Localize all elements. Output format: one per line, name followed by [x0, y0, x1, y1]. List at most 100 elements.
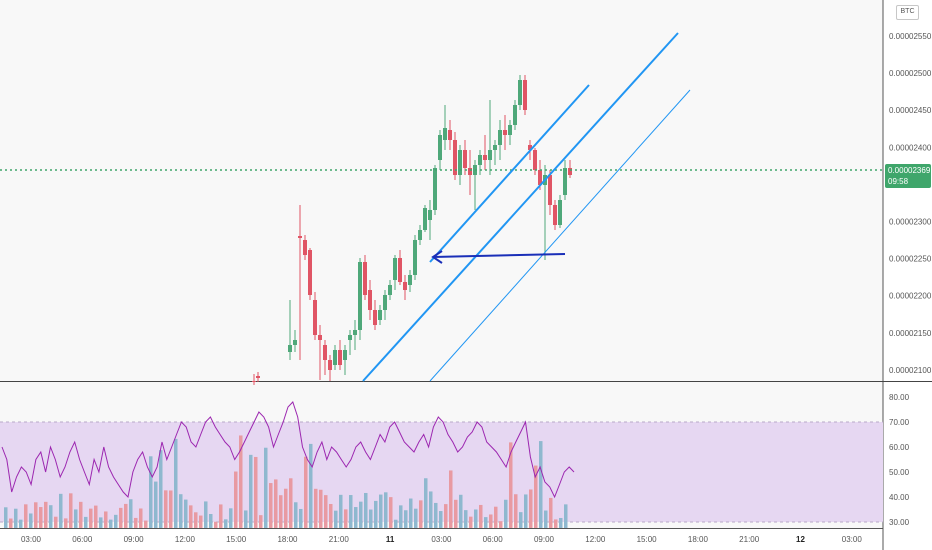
volume-bar	[414, 508, 418, 528]
candle-body	[252, 381, 256, 382]
rsi-tick-label: 80.00	[889, 393, 910, 402]
candle-body	[508, 125, 512, 135]
time-tick-label: 15:00	[637, 535, 658, 544]
volume-bar	[89, 508, 93, 528]
candle-body	[463, 150, 467, 168]
bar-countdown: 09:58	[888, 177, 909, 186]
volume-bar	[469, 516, 473, 528]
rsi-band	[0, 422, 883, 522]
time-tick-label: 03:00	[842, 535, 863, 544]
volume-bar	[274, 479, 278, 528]
volume-bar	[374, 500, 378, 528]
rsi-axis-labels: 80.00 70.00 60.00 50.00 40.00 30.00	[889, 393, 910, 527]
time-axis-panel[interactable]	[0, 528, 883, 550]
volume-bar	[249, 454, 253, 528]
volume-bar	[9, 518, 13, 528]
volume-bar	[74, 509, 78, 528]
volume-bar	[424, 478, 428, 528]
volume-bar	[524, 494, 528, 528]
candle-body	[288, 345, 292, 352]
volume-bar	[464, 510, 468, 528]
price-tick-label: 0.00002150	[889, 329, 932, 338]
candle-body	[563, 168, 567, 195]
candle-body	[328, 360, 332, 370]
candle-body	[428, 210, 432, 220]
volume-bar	[404, 510, 408, 528]
volume-bar	[544, 510, 548, 528]
volume-bar	[19, 519, 23, 528]
channel-lower-line[interactable]	[429, 89, 691, 382]
candle-body	[548, 175, 552, 205]
volume-bar	[199, 515, 203, 528]
time-tick-label: 11	[386, 535, 395, 544]
volume-bar	[309, 443, 313, 528]
volume-bar	[344, 509, 348, 528]
candle-body	[343, 350, 347, 360]
time-tick-label: 18:00	[277, 535, 298, 544]
time-tick-label: 03:00	[21, 535, 42, 544]
volume-bar	[384, 492, 388, 528]
candle-body	[398, 258, 402, 282]
volume-bar	[399, 505, 403, 528]
candle-body	[298, 236, 302, 238]
volume-bar	[139, 508, 143, 528]
channel-upper-line[interactable]	[429, 84, 590, 263]
price-axis-panel[interactable]	[883, 0, 932, 550]
volume-bar	[214, 521, 218, 528]
horizontal-arrow-drawing[interactable]	[431, 250, 566, 264]
candle-body	[368, 290, 372, 310]
time-tick-label: 09:00	[124, 535, 145, 544]
time-tick-label: 21:00	[739, 535, 760, 544]
volume-bar	[124, 503, 128, 528]
volume-bar	[204, 501, 208, 528]
volume-bar	[459, 494, 463, 528]
volume-bar	[279, 495, 283, 528]
candle-body	[528, 145, 532, 150]
volume-bar	[259, 515, 263, 528]
volume-bar	[49, 505, 53, 528]
rsi-tick-label: 60.00	[889, 443, 910, 452]
volume-bar	[69, 493, 73, 528]
volume-bar	[519, 512, 523, 528]
candle-body	[418, 230, 422, 240]
arrow-line[interactable]	[432, 253, 566, 258]
time-tick-label: 21:00	[329, 535, 350, 544]
volume-bar	[339, 494, 343, 528]
volume-bar	[174, 438, 178, 528]
volume-bar	[359, 501, 363, 528]
volume-bar	[444, 504, 448, 528]
volume-bar	[39, 507, 43, 528]
volume-bar	[394, 519, 398, 528]
time-tick-label: 18:00	[688, 535, 709, 544]
rsi-line	[1, 401, 575, 499]
volume-bar	[409, 498, 413, 528]
candle-body	[443, 128, 447, 140]
price-pane[interactable]	[0, 0, 883, 381]
volume-bar	[179, 494, 183, 528]
candle-body	[338, 350, 342, 365]
candle-body	[513, 105, 517, 125]
candle-body	[488, 150, 492, 160]
symbol-badge[interactable]: BTC	[896, 5, 919, 20]
volume-bar	[554, 519, 558, 528]
volume-bar	[289, 478, 293, 528]
volume-bar	[149, 456, 153, 528]
candle-body	[433, 168, 437, 210]
candle-body	[423, 208, 427, 230]
candle-body	[383, 295, 387, 310]
volume-bar	[184, 499, 188, 528]
candle-body	[393, 258, 397, 280]
volume-bar	[284, 488, 288, 528]
price-tick-label: 0.00002100	[889, 366, 932, 375]
volume-bar	[499, 521, 503, 528]
time-tick-label: 06:00	[483, 535, 504, 544]
volume-bar	[244, 510, 248, 528]
volume-bar	[189, 505, 193, 528]
candle-body	[538, 170, 542, 185]
candle-body	[498, 130, 502, 145]
volume-bar	[379, 494, 383, 528]
volume-bar	[224, 519, 228, 528]
channel-middle-line[interactable]	[362, 32, 679, 382]
candle-body	[378, 310, 382, 320]
